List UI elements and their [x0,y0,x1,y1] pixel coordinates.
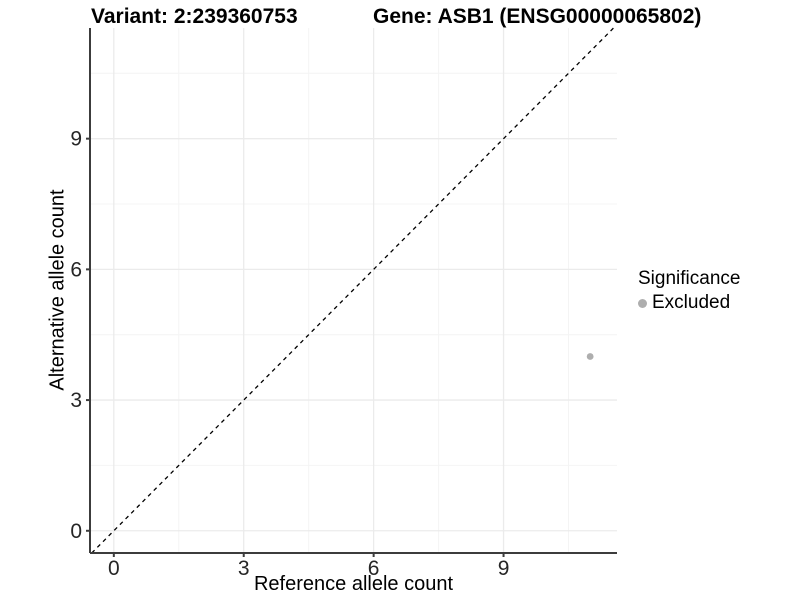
svg-text:0: 0 [108,557,120,580]
gene-title: Gene: ASB1 (ENSG00000065802) [373,5,702,28]
legend-title: Significance [638,268,741,289]
legend: Significance Excluded [638,267,740,314]
svg-text:6: 6 [70,258,82,281]
svg-text:9: 9 [70,128,82,151]
excluded-dot-icon [638,298,647,308]
svg-text:9: 9 [498,557,510,580]
y-axis-title: Alternative allele count [46,189,69,391]
legend-item-excluded: Excluded [638,292,740,314]
svg-text:6: 6 [368,557,380,580]
variant-title: Variant: 2:239360753 [91,5,298,28]
svg-text:3: 3 [70,389,82,412]
svg-text:0: 0 [70,520,82,543]
svg-text:3: 3 [238,557,250,580]
legend-item-label: Excluded [652,292,731,313]
x-axis-title: Reference allele count [253,573,453,595]
